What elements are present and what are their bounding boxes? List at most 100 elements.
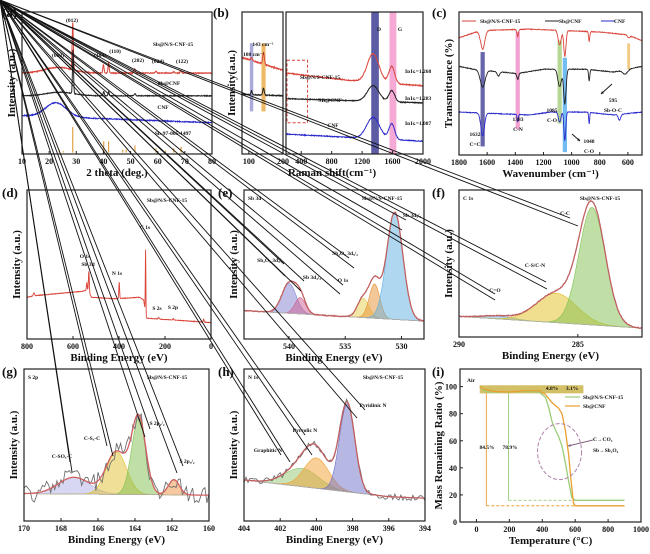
envelope-line [24,413,209,496]
raman-series-line [285,84,423,105]
arrow-head [577,138,580,141]
raman-series-line [285,116,424,143]
background-line [24,493,209,496]
x-tick-label: 1200 [535,158,551,167]
component-label: C-C [560,211,570,217]
x-tick-label: 40 [99,157,107,166]
x-tick-label: 402 [274,524,286,533]
arrow [0,0,302,292]
raman-band [371,12,379,154]
annotation: C-O [584,149,595,155]
x-tick-label: 166 [92,524,104,533]
arrow [0,0,306,436]
component-label: Sb 3d₅/₂ [403,213,421,219]
x-tick-label: 200 [503,525,515,534]
panel-label: (i) [432,364,444,379]
envelope-line [458,199,643,329]
x-tick-label: 600 [569,525,581,534]
arrow [0,0,146,438]
panel-label: (g) [2,364,17,379]
id-ig-ratio: IᴅIɢ=1.087 [405,121,431,127]
x-tick-label: 0 [474,525,478,534]
x-tick-label: 398 [347,524,359,533]
arrow [0,0,496,295]
arrow [0,0,579,227]
annotation: N 1s [112,271,122,277]
y-axis-label: Intensity (a.u.) [8,410,20,479]
legend-label: Sb@CNF [583,404,606,410]
x-axis-label: Temperature (°C) [509,535,593,547]
y-tick-label: 80 [449,410,457,419]
x-axis-label: Binding Energy (eV) [502,350,600,362]
y-axis-label: Transmittance (%) [443,39,455,129]
x-tick-label: 60 [154,157,162,166]
x-axis-label: Binding Energy (eV) [68,534,166,546]
arrow [0,0,108,447]
ftir-series-line [458,110,643,141]
legend-label: Sb@N/S-CNF-15 [583,395,624,401]
y-axis-label: Intensity (a.u.) [443,229,455,298]
annotation: 78.9% [502,445,517,451]
annotation: (012) [66,17,78,24]
arrow [0,0,305,282]
x-axis-label: Wavenumber (cm⁻¹) [502,168,599,180]
x-tick-label: 80 [208,157,216,166]
x-axis-label: 2 theta (deg.) [86,167,148,179]
id-ig-ratio: IᴅIɢ=1.283 [405,96,431,102]
plot-frame [459,368,642,523]
x-tick-label: 394 [419,524,431,533]
arrow [0,0,73,473]
component-label: Pyrrolic N [293,428,318,434]
envelope-line [243,401,425,499]
x-axis-label: Binding Energy (eV) [286,534,384,546]
legend-label: Sb@CNF [559,19,582,25]
plot-frame-left [241,11,284,155]
arrow [0,0,547,283]
arrow [0,0,358,419]
sample-label: Sb@N/S-CNF-15 [362,196,403,202]
tga-series-line [479,386,625,507]
annotation: Sb@N/S-CNF-15 [153,42,194,48]
x-tick-label: 200 [159,342,171,351]
x-tick-label: 10 [18,157,26,166]
annotation: (003) [52,52,64,59]
x-tick-label: 50 [127,157,135,166]
panel-label: (e) [218,185,232,200]
y-tick-label: 100 [445,383,457,392]
arrow [0,0,184,467]
annotation: Air [467,378,476,384]
component-label: Pyridinic N [359,403,386,409]
band-label: 108 cm⁻¹ [243,52,265,58]
arrow [567,439,594,447]
ftir-series-line [458,65,642,106]
arrow [0,0,548,290]
x-tick-label: 600 [67,342,79,351]
x-tick-label: 168 [55,524,67,533]
component-label: C-SOₓ-C [52,454,73,460]
region-label: Sb 3d [248,196,261,202]
x-tick-label: 160 [203,524,215,533]
id-ig-ratio: IᴅIɢ=1.268 [405,69,431,75]
arrow [0,0,496,301]
y-axis-label: Intensity(a.u.) [226,50,238,116]
ftir-series-line [458,27,642,57]
series-label: SB@CNF [318,98,342,104]
component-label: C-Sₓ-C [84,436,100,442]
raman-band [249,43,254,112]
x-tick-label: 1600 [479,158,495,167]
annotation: C-O [547,118,558,124]
y-axis-label: Mass Remaining Ratio (%) [433,381,445,509]
plot-frame [458,11,643,156]
ftir-band [480,52,485,147]
x-axis-label: Binding Energy (eV) [285,352,383,364]
annotation: S 2s [152,306,161,312]
annotation: Sb-97-065-1497 [155,131,192,137]
y-axis-label: Intensity (a.u.) [228,410,240,479]
y-tick-label: 20 [449,491,457,500]
y-tick-label: 40 [449,464,457,473]
raman-series-line [285,53,424,88]
y-axis-label: Intensity (a.u.) [228,230,240,299]
annotation: C-N [513,127,523,133]
sample-label: Sb@N/S-CNF-15 [147,375,188,381]
annotation: 1383 [513,117,524,123]
